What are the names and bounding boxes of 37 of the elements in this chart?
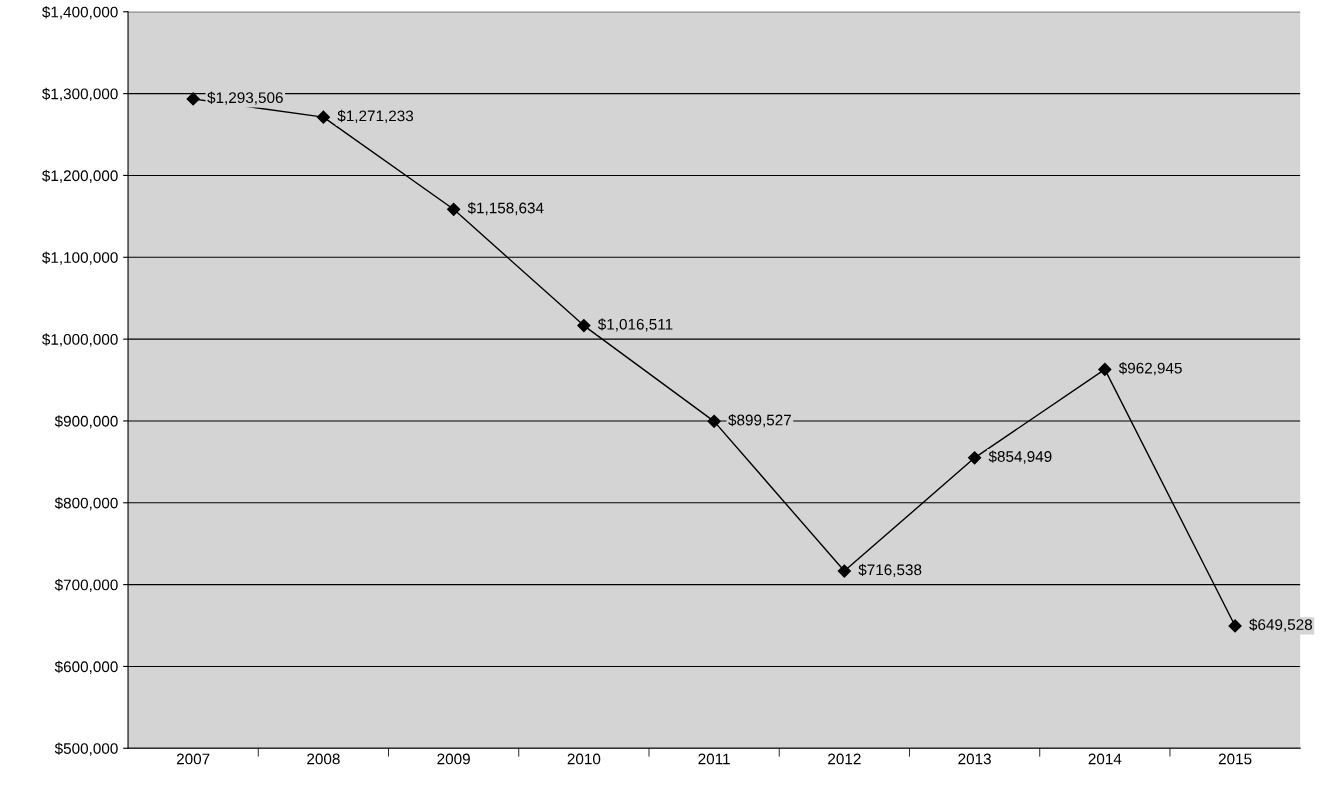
x-tick-label: 2007 [176, 753, 210, 765]
point [707, 414, 721, 428]
point [1098, 362, 1112, 377]
y-tick-label: $1,200,000 [42, 169, 118, 183]
y-tick-label: $1,400,000 [42, 6, 118, 20]
y-tick-label: $500,000 [54, 742, 118, 756]
y-tick-label: $1,000,000 [42, 333, 118, 347]
y-tick-label: $1,300,000 [42, 87, 118, 102]
x-tick-label: 2015 [1218, 753, 1252, 765]
y-tick-label: $700,000 [54, 578, 118, 593]
y-tick-label: $800,000 [54, 497, 118, 511]
point [1228, 619, 1242, 633]
data-label: $716,538 [858, 563, 922, 577]
x-tick-label: 2009 [437, 753, 470, 765]
x-tick-label: 2013 [958, 753, 991, 765]
point [837, 564, 851, 578]
data-label: $1,016,511 [597, 318, 673, 332]
point [577, 319, 591, 333]
data-label: $899,527 [728, 413, 791, 428]
point [968, 451, 982, 465]
data-label: $1,293,506 [207, 91, 283, 105]
y-tick-label: $600,000 [54, 660, 118, 674]
data-label: $1,158,634 [467, 201, 544, 216]
data-label: $649,528 [1249, 618, 1313, 632]
x-tick-label: 2010 [567, 753, 601, 765]
point [316, 110, 330, 124]
point [447, 202, 461, 216]
y-tick-label: $1,100,000 [42, 251, 118, 265]
data-label: $962,945 [1118, 362, 1182, 376]
data-label: $1,271,233 [337, 109, 414, 124]
data-label: $854,949 [988, 450, 1052, 464]
x-tick-label: 2011 [698, 753, 730, 765]
x-tick-label: 2008 [307, 753, 340, 765]
x-tick-label: 2014 [1088, 753, 1122, 765]
x-tick-label: 2012 [828, 753, 861, 765]
y-tick-label: $900,000 [54, 415, 118, 429]
point [186, 92, 200, 106]
